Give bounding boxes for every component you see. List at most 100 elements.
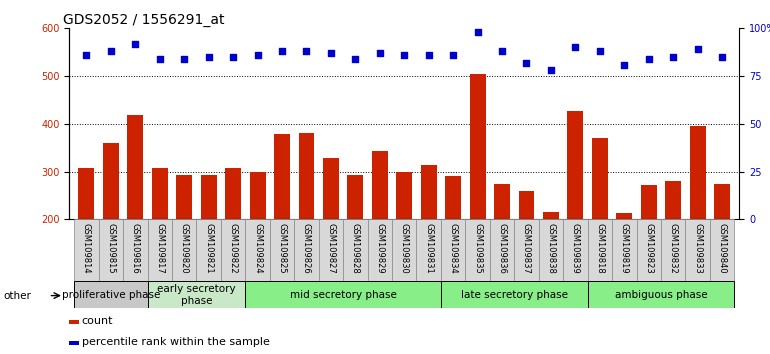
Text: mid secretory phase: mid secretory phase [290,290,397,300]
Point [153,56,166,62]
Text: GSM109835: GSM109835 [473,223,482,273]
Point [423,52,435,58]
Bar [616,213,632,315]
Bar [127,115,143,315]
Point [276,48,288,54]
Text: GDS2052 / 1556291_at: GDS2052 / 1556291_at [62,13,224,27]
Bar [685,219,710,281]
Text: GSM109826: GSM109826 [302,223,311,273]
Bar [563,219,588,281]
Bar [518,191,534,315]
Text: GSM109839: GSM109839 [571,223,580,273]
Bar [176,175,192,315]
Bar [490,219,514,281]
Point [398,52,410,58]
Bar [103,143,119,315]
Text: GSM109830: GSM109830 [400,223,409,273]
Text: GSM109827: GSM109827 [326,223,336,273]
Bar [514,219,539,281]
Bar [494,184,510,315]
Point [300,48,313,54]
Text: GSM109840: GSM109840 [718,223,727,273]
Bar [441,219,465,281]
Bar [445,176,461,315]
Point [105,48,117,54]
Point [643,56,655,62]
Text: ambiguous phase: ambiguous phase [614,290,708,300]
Point [373,50,386,56]
Text: GSM109814: GSM109814 [82,223,91,273]
Bar [714,184,730,315]
Bar [74,219,99,281]
Point [569,45,581,50]
Text: GSM109825: GSM109825 [277,223,286,273]
Text: GSM109822: GSM109822 [229,223,238,273]
Text: GSM109829: GSM109829 [375,223,384,273]
Bar [588,219,612,281]
Point [618,62,631,68]
Bar [123,219,148,281]
Point [471,29,484,35]
Bar [592,138,608,315]
Bar [690,126,705,315]
Bar [641,185,657,315]
Text: GSM109837: GSM109837 [522,223,531,273]
Text: other: other [4,291,32,301]
Bar [420,165,437,315]
Text: GSM109838: GSM109838 [547,223,555,273]
Point [227,54,239,60]
Bar [270,219,294,281]
Bar [567,110,584,315]
Point [203,54,215,60]
Point [80,52,92,58]
Point [251,52,263,58]
Bar [196,219,221,281]
Bar [299,133,314,315]
Text: GSM109833: GSM109833 [693,223,702,273]
Bar [661,219,685,281]
Text: GSM109836: GSM109836 [497,223,507,273]
Text: GSM109831: GSM109831 [424,223,434,273]
Text: GSM109821: GSM109821 [204,223,213,273]
Point [716,54,728,60]
Bar [470,74,486,315]
Point [129,41,142,46]
Bar [637,219,661,281]
Text: GSM109823: GSM109823 [644,223,653,273]
Bar [246,281,441,308]
Bar [152,168,168,315]
Bar [323,158,339,315]
Text: GSM109824: GSM109824 [253,223,262,273]
Bar [343,219,367,281]
Point [496,48,508,54]
Bar [372,151,388,315]
Point [325,50,337,56]
Text: early secretory
phase: early secretory phase [157,284,236,306]
Text: GSM109834: GSM109834 [449,223,457,273]
Bar [246,219,270,281]
Bar [249,172,266,315]
Text: GSM109820: GSM109820 [179,223,189,273]
Bar [665,181,681,315]
Bar [172,219,196,281]
Text: count: count [82,316,113,326]
Bar [148,219,172,281]
Text: GSM109816: GSM109816 [131,223,140,273]
Bar [465,219,490,281]
Point [594,48,606,54]
Bar [367,219,392,281]
Text: GSM109818: GSM109818 [595,223,604,273]
Bar [347,175,363,315]
Bar [79,168,95,315]
Bar [441,281,588,308]
Bar [397,172,412,315]
Bar [392,219,417,281]
Bar [148,281,246,308]
Bar [274,135,290,315]
Point [545,68,557,73]
Text: GSM109817: GSM109817 [156,223,164,273]
Bar [588,281,735,308]
Bar [417,219,441,281]
Bar [319,219,343,281]
Point [521,60,533,65]
